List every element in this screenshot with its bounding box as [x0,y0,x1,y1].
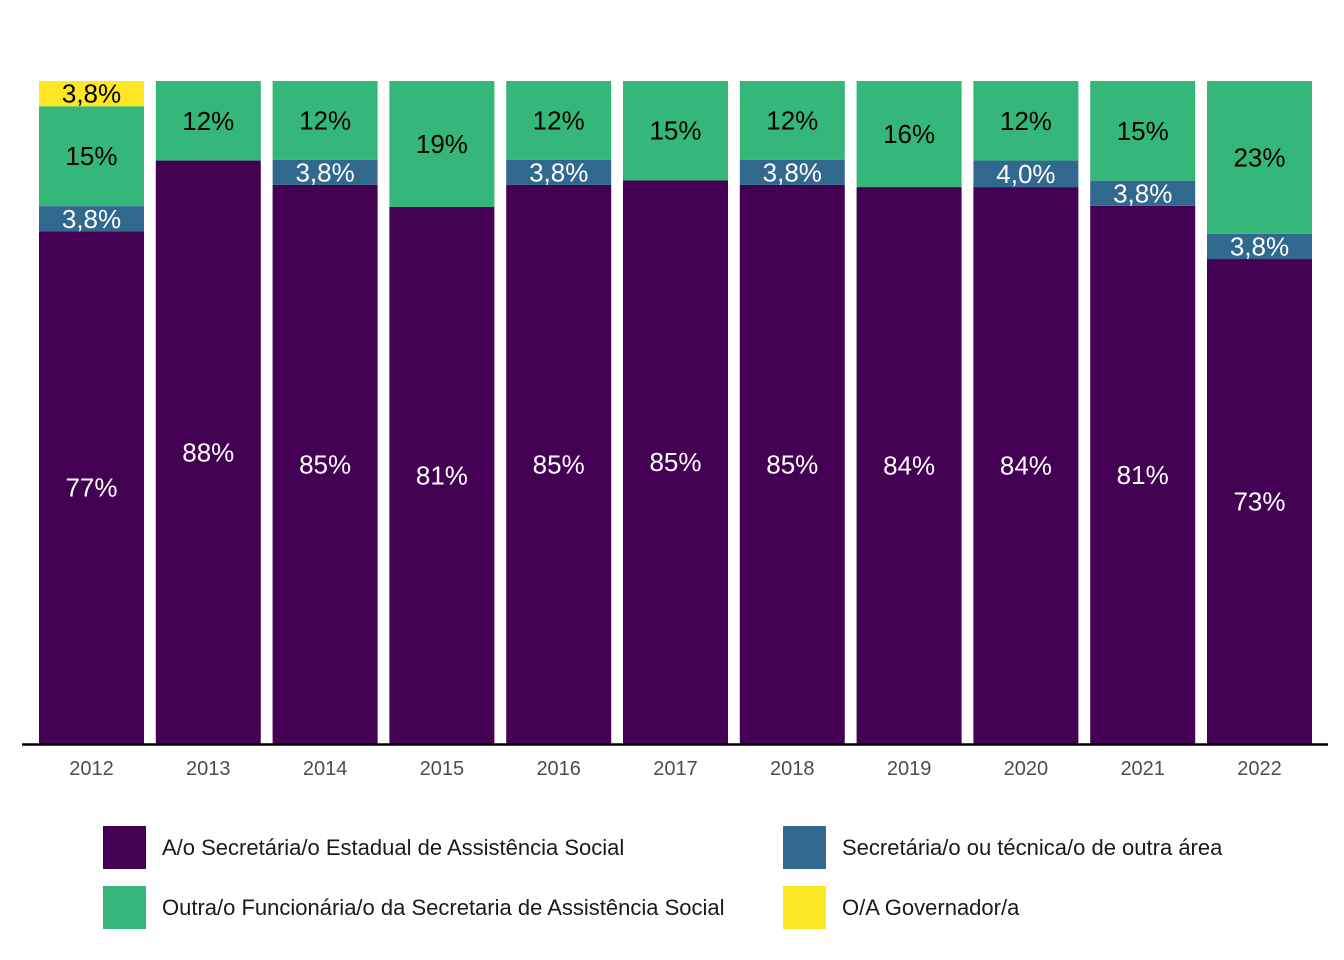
x-tick-label-2020: 2020 [1004,758,1049,780]
bar-stack-2017: 85% 15% [623,81,728,744]
bar-stack-2016: 85% 3,8% 12% [506,81,612,745]
data-label-series2-2015: 19% [416,129,468,159]
data-label-series2-2018: 12% [766,105,818,135]
bar-stack-2022: 73% 3,8% 23% [1207,81,1312,744]
data-label-series2-2017: 15% [649,116,701,146]
data-label-series2-2021: 15% [1117,116,1169,146]
bar-segment-series1-2014 [272,159,378,185]
bar-stack-2013: 88% 12% [155,81,261,744]
data-label-series2-2019: 16% [883,119,935,149]
bar-segment-series0-2021 [1090,205,1196,744]
bar-segment-series0-2012 [39,231,144,744]
x-tick-label-2013: 2013 [186,758,231,780]
legend-swatch-outra-funcionaria [103,886,146,929]
bar-segment-series2-2015 [389,81,495,207]
bar-stack-2014: 85% 3,8% 12% [272,81,378,745]
x-tick-label-2014: 2014 [303,758,348,780]
bar-segment-series2-2016 [506,81,612,160]
data-label-series2-2020: 12% [1000,106,1052,136]
x-tick-label-2012: 2012 [69,758,114,780]
bar-segment-series0-2022 [1207,259,1312,744]
data-label-series0-2016: 85% [533,449,585,479]
bar-segment-series2-2020 [973,81,1079,161]
bar-segment-series3-2012 [39,81,144,107]
legend-swatch-secretaria-estadual [103,826,146,869]
x-tick-label-2015: 2015 [420,758,465,780]
stacked-bar-chart: 77% 3,8% 15% 3,8% 2012 88% 12% 2013 85% 3,8% 12% 20… [22,79,1328,780]
legend-label-governador: O/A Governador/a [842,894,1020,920]
bar-segment-series0-2013 [155,160,261,744]
x-tick-label-2016: 2016 [536,758,581,780]
data-label-series0-2022: 73% [1233,487,1285,517]
legend-item-secretaria-estadual: A/o Secretária/o Estadual de Assistência… [103,826,624,869]
bar-segment-series2-2022 [1207,81,1312,234]
bar-segment-series0-2019 [856,187,962,744]
bar-stack-2021: 81% 3,8% 15% [1090,81,1196,744]
bar-stack-2012: 77% 3,8% 15% 3,8% [39,79,144,744]
data-label-series1-2012: 3,8% [62,204,121,234]
legend-label-outra-area: Secretária/o ou técnica/o de outra área [842,834,1223,860]
bar-segment-series0-2017 [623,180,728,744]
bar-segment-series2-2013 [155,81,261,161]
bar-segment-series1-2018 [739,159,845,185]
data-label-series0-2017: 85% [649,447,701,477]
x-tick-label-2018: 2018 [770,758,815,780]
data-label-series2-2012: 15% [65,141,117,171]
bar-segment-series1-2021 [1090,180,1196,206]
legend-swatch-outra-area [783,826,826,869]
legend-label-outra-funcionaria: Outra/o Funcionária/o da Secretaria de A… [162,894,725,920]
bar-segment-series2-2019 [856,81,962,188]
bar-segment-series1-2020 [973,160,1079,188]
data-label-series1-2016: 3,8% [529,157,588,187]
data-label-series1-2021: 3,8% [1113,178,1172,208]
legend-item-outra-funcionaria: Outra/o Funcionária/o da Secretaria de A… [103,886,725,929]
bar-segment-series1-2016 [506,159,612,185]
data-label-series0-2019: 84% [883,451,935,481]
x-tick-label-2022: 2022 [1237,758,1282,780]
data-label-series1-2018: 3,8% [763,157,822,187]
data-label-series1-2022: 3,8% [1230,231,1289,261]
x-tick-label-2017: 2017 [653,758,698,780]
data-label-series2-2013: 12% [182,106,234,136]
data-label-series1-2020: 4,0% [996,159,1055,189]
data-label-series1-2014: 3,8% [295,157,354,187]
data-label-series0-2020: 84% [1000,451,1052,481]
bar-stack-2019: 84% 16% [856,81,962,744]
data-label-series0-2012: 77% [65,473,117,503]
data-label-series2-2022: 23% [1233,142,1285,172]
bar-segment-series2-2014 [272,81,378,160]
bar-stack-2015: 81% 19% [389,81,495,745]
bar-segment-series0-2015 [389,206,495,745]
data-label-series2-2014: 12% [299,105,351,135]
x-tick-label-2021: 2021 [1120,758,1165,780]
bar-segment-series2-2018 [739,81,845,160]
legend-item-outra-area: Secretária/o ou técnica/o de outra área [783,826,1222,869]
legend-label-secretaria-estadual: A/o Secretária/o Estadual de Assistência… [162,834,625,860]
bar-segment-series2-2021 [1090,81,1196,181]
x-tick-label-2019: 2019 [887,758,932,780]
data-label-series0-2018: 85% [766,449,818,479]
bar-segment-series0-2020 [973,187,1079,744]
legend-item-governador: O/A Governador/a [783,886,1019,929]
bar-segment-series1-2012 [39,206,144,232]
data-label-series0-2013: 88% [182,437,234,467]
legend-swatch-governador [783,886,826,929]
data-label-series2-2016: 12% [533,105,585,135]
data-label-series0-2015: 81% [416,460,468,490]
bar-segment-series1-2022 [1207,233,1312,260]
bar-segment-series0-2014 [272,184,378,745]
data-label-series0-2014: 85% [299,449,351,479]
bar-segment-series2-2012 [39,106,144,207]
bar-segment-series0-2018 [739,184,845,745]
legend: A/o Secretária/o Estadual de Assistência… [0,800,1344,960]
data-label-series0-2021: 81% [1117,460,1169,490]
data-label-series3-2012: 3,8% [62,79,121,109]
bar-segment-series2-2017 [623,81,728,181]
bar-segment-series0-2016 [506,184,612,745]
bar-stack-2018: 85% 3,8% 12% [739,81,845,745]
bar-stack-2020: 84% 4,0% 12% [973,81,1079,744]
